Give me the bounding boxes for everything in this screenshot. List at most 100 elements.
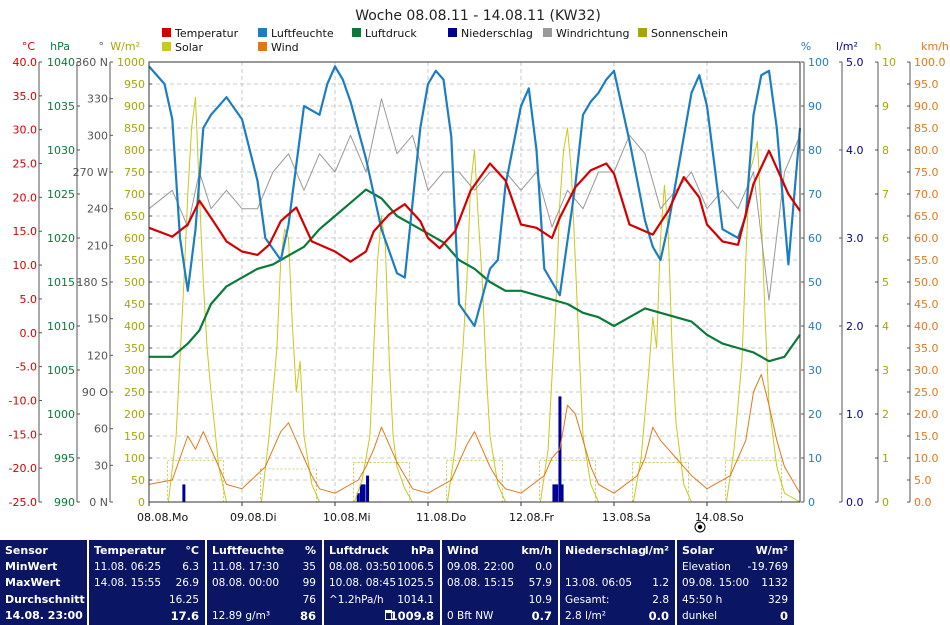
y-tick-label: 30 <box>94 459 108 472</box>
y-tick-label: 450 <box>124 298 145 311</box>
legend-swatch <box>638 28 647 37</box>
legend-swatch <box>543 28 552 37</box>
y-tick-label: 25.0 <box>914 386 939 399</box>
rain-bar <box>356 493 360 502</box>
y-axis-unit: W/m² <box>110 40 140 53</box>
y-tick-label: 40 <box>808 320 822 333</box>
summary-header-row: Luftfeuchte% <box>207 544 322 558</box>
summary-row: 0 Bft NW 0.7 <box>442 609 558 623</box>
y-tick-label: 0 <box>138 496 145 509</box>
pressure-trend-icon <box>385 610 392 620</box>
y-tick-label: 150 <box>87 313 108 326</box>
summary-row-label: MaxWert <box>5 576 61 589</box>
summary-row: Durchschnitt <box>0 593 87 607</box>
summary-unit: l/m² <box>644 544 669 557</box>
legend-swatch <box>258 42 267 51</box>
y-tick-label: 3 <box>882 364 889 377</box>
summary-row-value: 1014.1 <box>397 594 434 606</box>
legend-label: Wind <box>271 41 299 54</box>
y-tick-label: 1015 <box>47 276 75 289</box>
y-tick-label: 10 <box>808 452 822 465</box>
y-tick-label: 2.0 <box>846 320 864 333</box>
y-tick-label: 9 <box>882 100 889 113</box>
summary-row: 16.25 <box>89 593 205 607</box>
y-tick-label: 1 <box>882 452 889 465</box>
now-marker-icon <box>694 521 706 533</box>
summary-panel: Solar W/m² Elevation -19.769 09.08. 15:00 113… <box>677 540 794 625</box>
rain-bar <box>555 484 559 502</box>
summary-row: ^1.2hPa/h 1014.1 <box>324 593 440 607</box>
y-tick-label: 550 <box>124 254 145 267</box>
summary-row-info: 11.08. 17:30 <box>212 561 279 573</box>
chart-legend: Temperatur Luftfeuchte Luftdruck Niederschl… <box>162 27 728 54</box>
x-tick-label: Do <box>451 511 466 524</box>
summary-row-value: 10.9 <box>528 594 552 606</box>
summary-row-value: 1009.8 <box>389 609 434 623</box>
y-tick-label: 100.0 <box>914 56 946 69</box>
y-tick-label: 55.0 <box>914 254 939 267</box>
summary-row-info: 09.08. 15:00 <box>682 577 749 589</box>
summary-row-info: 08.08. 03:50 <box>329 561 396 573</box>
y-tick-label: 30 <box>808 364 822 377</box>
summary-panel: Temperatur °C 11.08. 06:25 6.3 14.08. 15:55 2… <box>89 540 205 625</box>
summary-header-row: Temperatur °C <box>89 544 205 558</box>
summary-header: Sensor <box>5 544 48 557</box>
summary-row-info: 2.8 l/m² <box>565 610 606 622</box>
summary-row: 11.08. 17:30 35 <box>207 560 322 574</box>
x-tick-label: 13.08. <box>602 511 637 524</box>
y-tick-label: 750 <box>124 166 145 179</box>
summary-row-info: dunkel <box>682 610 718 622</box>
summary-row-info: 10.08. 08:45 <box>329 577 396 589</box>
summary-row: 76 <box>207 593 322 607</box>
y-tick-label: 50 <box>131 474 145 487</box>
y-tick-label: 950 <box>124 78 145 91</box>
x-tick-label: 10.08. <box>323 511 358 524</box>
legend-label: Sonnenschein <box>651 27 728 40</box>
y-tick-label: 8 <box>882 144 889 157</box>
y-tick-label: 600 <box>124 232 145 245</box>
y-tick-label: 1000 <box>47 408 75 421</box>
y-tick-label: 995 <box>54 452 75 465</box>
y-tick-label: 400 <box>124 320 145 333</box>
summary-row-value: 0 <box>779 609 788 623</box>
summary-panel: Luftfeuchte% 11.08. 17:30 35 08.08. 00:00 99… <box>207 540 322 625</box>
y-tick-label: -10.0 <box>9 394 37 407</box>
summary-unit: hPa <box>410 544 434 557</box>
y-tick-label: 1030 <box>47 144 75 157</box>
summary-row-info: 08.08. 00:00 <box>212 577 279 589</box>
y-tick-label: 250 <box>124 386 145 399</box>
summary-row-value: 17.6 <box>170 609 199 623</box>
summary-row: Gesamt: 2.8 <box>560 593 675 607</box>
summary-row-value: 26.9 <box>175 577 199 589</box>
sunshine-bar <box>167 459 224 503</box>
summary-row-value: -19.769 <box>747 561 788 573</box>
summary-row-label: Durchschnitt <box>5 593 85 606</box>
summary-row: 08.08. 15:15 57.9 <box>442 576 558 590</box>
series-line-luftdruck <box>149 188 801 363</box>
y-tick-label: 1025 <box>47 188 75 201</box>
summary-row-value: 35 <box>302 561 316 573</box>
rain-bar <box>366 475 370 502</box>
summary-panel: Wind km/h 09.08. 22:00 0.0 08.08. 15:15 57.9 1… <box>442 540 558 625</box>
y-tick-label: 15.0 <box>914 430 939 443</box>
rain-bar <box>362 484 366 502</box>
y-tick-label: 650 <box>124 210 145 223</box>
y-tick-label: 20.0 <box>13 191 38 204</box>
y-tick-label: 5.0 <box>20 293 38 306</box>
summary-row-value: 1.2 <box>652 577 669 589</box>
x-tick-label: Mi <box>358 511 371 524</box>
y-tick-label: 200 <box>124 408 145 421</box>
summary-row-value: 0.0 <box>648 609 669 623</box>
plot-frame <box>148 61 801 503</box>
summary-row: 13.08. 06:05 1.2 <box>560 576 675 590</box>
x-tick-label: So <box>730 511 744 524</box>
y-tick-label: 0.0 <box>20 327 38 340</box>
y-tick-label: 10.0 <box>914 452 939 465</box>
summary-panel: Sensor MinWert MaxWert Durchschnitt 14.08. 2… <box>0 540 87 625</box>
y-tick-label: 1.0 <box>846 408 864 421</box>
y-tick-label: 20.0 <box>914 408 939 421</box>
summary-panel: Niederschlag l/m² 13.08. 06:05 1.2 Gesamt: 2.… <box>560 540 675 625</box>
y-tick-label: 2 <box>882 408 889 421</box>
summary-unit: % <box>304 544 316 557</box>
y-tick-label: 7 <box>882 188 889 201</box>
